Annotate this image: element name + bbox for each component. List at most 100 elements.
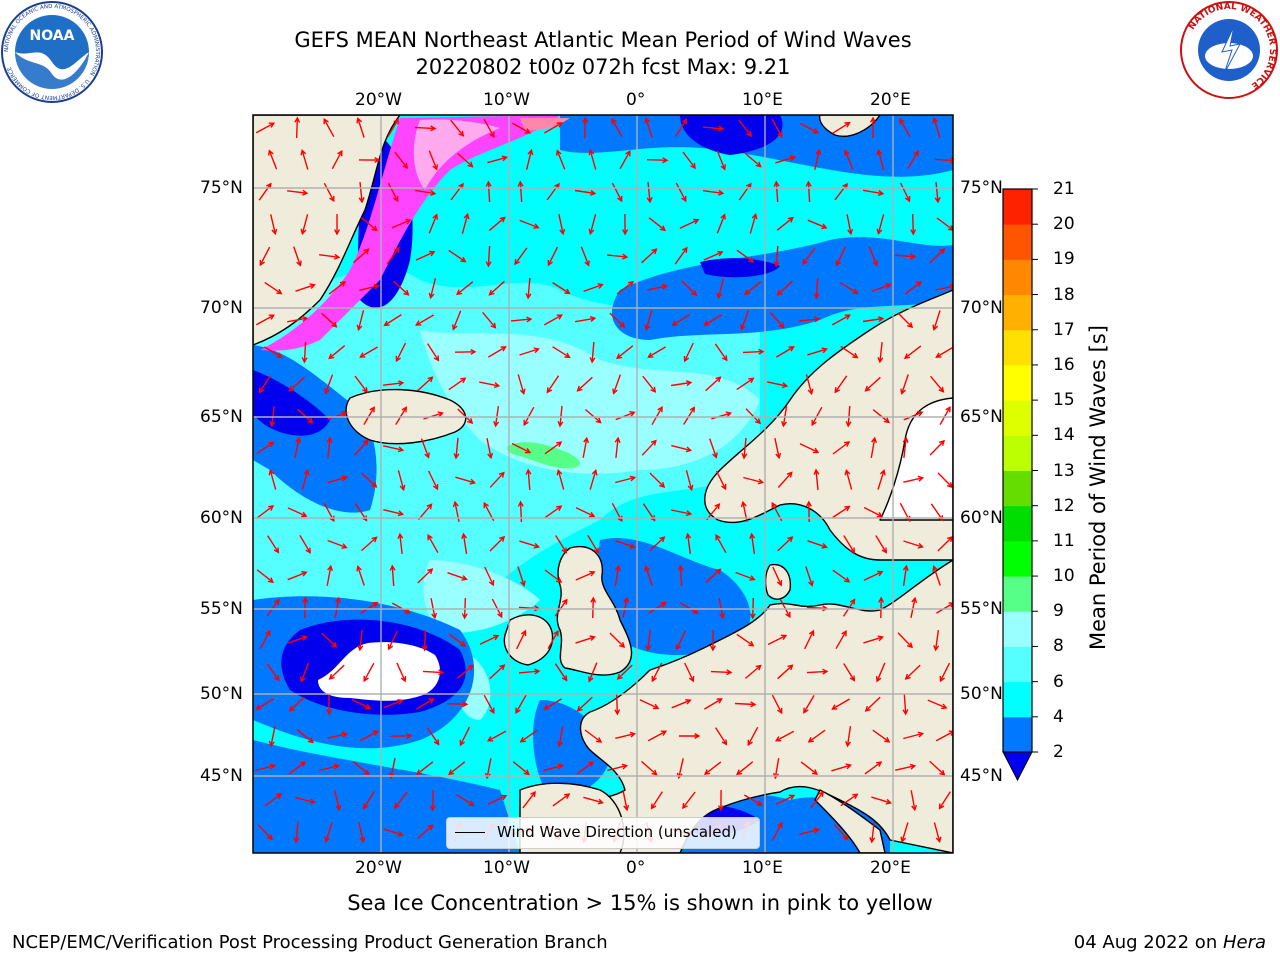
colorbar-segment [1003, 646, 1032, 683]
wind-wave-arrow [810, 791, 824, 809]
wind-wave-arrow [831, 314, 851, 326]
wind-wave-arrow-head [374, 156, 381, 164]
wind-wave-arrow [397, 470, 405, 490]
wind-wave-arrow-head [740, 324, 746, 331]
wind-wave-arrow-head [333, 229, 341, 236]
wind-wave-arrow-head [452, 500, 459, 508]
wind-wave-arrow [591, 341, 595, 363]
wind-wave-arrow [894, 254, 916, 258]
wind-wave-arrow-head [902, 436, 909, 443]
wind-wave-arrow [576, 761, 594, 775]
wind-wave-arrow-head [616, 673, 623, 680]
sea-ice [413, 119, 500, 190]
wind-wave-arrow-head [938, 386, 945, 393]
wind-wave-arrow-head [268, 740, 275, 748]
wind-wave-arrow [836, 246, 846, 266]
wind-wave-arrow-head [689, 406, 696, 413]
wind-wave-arrow-head [589, 357, 596, 364]
wind-wave-arrow [936, 346, 953, 358]
colorbar-tick-label: 21 [1053, 179, 1075, 199]
wind-wave-arrow-head [821, 543, 828, 549]
wind-wave-arrow [448, 633, 466, 647]
wind-wave-arrow [414, 189, 436, 195]
wind-wave-arrow [325, 822, 333, 842]
wind-wave-arrow-head [649, 515, 656, 522]
wind-wave-arrow-head [844, 121, 851, 128]
wind-wave-arrow-head [514, 259, 520, 266]
wind-wave-arrow-head [593, 547, 599, 554]
wind-wave-arrow [842, 599, 856, 617]
colorbar-tick-label: 11 [1053, 530, 1075, 551]
wind-wave-arrow-head [622, 253, 629, 260]
lat-label-right: 55°N [960, 599, 1003, 619]
colorbar [1003, 188, 1038, 753]
wind-wave-arrow-head [726, 669, 733, 676]
wind-wave-arrow [711, 412, 731, 420]
wind-wave-arrow-head [564, 352, 571, 359]
wind-wave-arrow [522, 791, 536, 809]
wind-wave-arrow [802, 247, 816, 265]
wind-wave-arrow-head [468, 800, 475, 806]
wind-wave-arrow-head [771, 501, 777, 509]
ocean-zone-deep [680, 115, 783, 155]
wind-wave-arrow-head [812, 447, 820, 454]
wind-wave-arrow [877, 470, 885, 490]
wind-wave-arrow [519, 501, 523, 523]
wind-wave-arrow-head [950, 157, 953, 164]
wind-wave-arrow [651, 662, 663, 682]
wind-wave-arrow-head [703, 769, 711, 775]
wind-wave-arrow-head [948, 602, 953, 608]
wind-wave-arrow-head [852, 352, 859, 359]
wind-wave-arrow-head [844, 505, 851, 512]
wind-wave-arrow [704, 761, 722, 775]
wind-wave-arrow-head [904, 195, 911, 203]
wind-wave-arrow-head [483, 501, 489, 509]
wind-wave-arrow [939, 662, 951, 682]
wind-wave-arrow [871, 796, 891, 804]
wind-wave-arrow-head [588, 676, 594, 683]
wind-wave-arrow [429, 278, 437, 298]
wind-wave-arrow-head [932, 324, 939, 331]
wind-wave-arrow [577, 376, 593, 392]
colorbar-segment [1003, 259, 1032, 296]
wind-wave-arrow-head [844, 149, 850, 156]
wind-wave-arrow-head [754, 418, 762, 425]
wind-wave-arrow [544, 569, 562, 583]
wind-wave-arrow-head [403, 289, 410, 296]
wind-wave-arrow-head [515, 707, 521, 714]
wind-wave-arrow-head [461, 575, 468, 581]
wind-wave-arrow [803, 630, 815, 650]
wind-wave-arrow-head [802, 259, 808, 266]
colorbar-tick-label: 9 [1053, 601, 1064, 622]
wind-wave-arrow [738, 119, 752, 137]
wind-wave-arrow-head [268, 469, 275, 476]
wind-wave-arrow [256, 569, 274, 583]
wind-wave-arrow-head [269, 421, 276, 428]
wind-wave-arrow-head [748, 377, 755, 384]
wind-wave-arrow-head [645, 645, 652, 652]
wind-wave-arrow-head [719, 612, 726, 620]
ocean-zone-blue [598, 537, 751, 655]
wind-wave-arrow-head [629, 543, 636, 549]
wind-wave-arrow-head [356, 324, 363, 332]
wind-wave-arrow-head [433, 739, 440, 746]
wind-wave-arrow [704, 314, 722, 326]
wind-wave-arrow [455, 437, 459, 459]
wind-wave-arrow [416, 824, 434, 840]
wind-wave-arrow [907, 151, 919, 169]
wind-wave-arrow [552, 346, 570, 358]
wind-wave-arrow-head [276, 793, 283, 799]
wind-wave-arrow [546, 183, 560, 201]
wind-wave-arrow-head [500, 794, 508, 801]
wind-wave-arrow-head [872, 260, 879, 267]
wind-wave-arrow-head [877, 570, 884, 577]
wind-wave-arrow [483, 118, 495, 138]
wind-wave-arrow [427, 534, 439, 554]
wind-wave-arrow-head [493, 420, 500, 428]
wind-wave-arrow-head [273, 675, 280, 682]
wind-wave-arrow-head [774, 736, 782, 742]
wind-wave-arrow [515, 694, 527, 714]
wind-wave-arrow [558, 725, 564, 747]
wind-wave-arrow [462, 533, 468, 555]
wind-wave-arrow [736, 377, 754, 391]
